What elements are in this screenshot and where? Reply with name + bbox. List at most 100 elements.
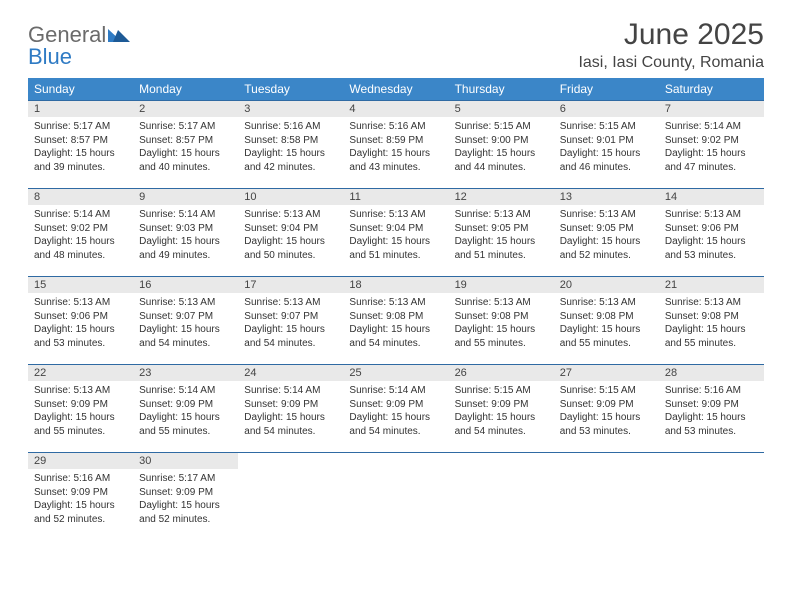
day-details: Sunrise: 5:17 AMSunset: 8:57 PMDaylight:… <box>28 117 133 178</box>
day-number: 27 <box>554 365 659 381</box>
day-details: Sunrise: 5:14 AMSunset: 9:09 PMDaylight:… <box>343 381 448 442</box>
calendar-cell: 14Sunrise: 5:13 AMSunset: 9:06 PMDayligh… <box>659 189 764 277</box>
day-details: Sunrise: 5:13 AMSunset: 9:07 PMDaylight:… <box>133 293 238 354</box>
day-number: 28 <box>659 365 764 381</box>
calendar-cell: 25Sunrise: 5:14 AMSunset: 9:09 PMDayligh… <box>343 365 448 453</box>
day-details: Sunrise: 5:14 AMSunset: 9:09 PMDaylight:… <box>238 381 343 442</box>
day-details: Sunrise: 5:16 AMSunset: 9:09 PMDaylight:… <box>659 381 764 442</box>
weekday-header: Thursday <box>449 78 554 101</box>
weekday-header: Wednesday <box>343 78 448 101</box>
calendar-cell: 27Sunrise: 5:15 AMSunset: 9:09 PMDayligh… <box>554 365 659 453</box>
day-number: 13 <box>554 189 659 205</box>
day-number: 5 <box>449 101 554 117</box>
day-details: Sunrise: 5:15 AMSunset: 9:00 PMDaylight:… <box>449 117 554 178</box>
day-details: Sunrise: 5:13 AMSunset: 9:06 PMDaylight:… <box>659 205 764 266</box>
logo: GeneralBlue <box>28 18 132 68</box>
logo-triangle-icon <box>108 24 132 46</box>
day-details: Sunrise: 5:16 AMSunset: 8:59 PMDaylight:… <box>343 117 448 178</box>
day-number: 7 <box>659 101 764 117</box>
calendar-cell: 4Sunrise: 5:16 AMSunset: 8:59 PMDaylight… <box>343 101 448 189</box>
calendar-cell: 28Sunrise: 5:16 AMSunset: 9:09 PMDayligh… <box>659 365 764 453</box>
calendar-cell: 5Sunrise: 5:15 AMSunset: 9:00 PMDaylight… <box>449 101 554 189</box>
day-number: 24 <box>238 365 343 381</box>
calendar-cell: 1Sunrise: 5:17 AMSunset: 8:57 PMDaylight… <box>28 101 133 189</box>
day-number: 29 <box>28 453 133 469</box>
day-number: 17 <box>238 277 343 293</box>
calendar-cell: 21Sunrise: 5:13 AMSunset: 9:08 PMDayligh… <box>659 277 764 365</box>
location-subtitle: Iasi, Iasi County, Romania <box>578 54 764 72</box>
weekday-header: Sunday <box>28 78 133 101</box>
calendar-cell: 6Sunrise: 5:15 AMSunset: 9:01 PMDaylight… <box>554 101 659 189</box>
day-details: Sunrise: 5:16 AMSunset: 8:58 PMDaylight:… <box>238 117 343 178</box>
day-number: 10 <box>238 189 343 205</box>
day-details: Sunrise: 5:15 AMSunset: 9:09 PMDaylight:… <box>554 381 659 442</box>
day-number: 21 <box>659 277 764 293</box>
calendar-cell: 7Sunrise: 5:14 AMSunset: 9:02 PMDaylight… <box>659 101 764 189</box>
day-details: Sunrise: 5:13 AMSunset: 9:06 PMDaylight:… <box>28 293 133 354</box>
day-number: 11 <box>343 189 448 205</box>
day-details: Sunrise: 5:13 AMSunset: 9:05 PMDaylight:… <box>449 205 554 266</box>
calendar-body: 1Sunrise: 5:17 AMSunset: 8:57 PMDaylight… <box>28 101 764 541</box>
day-details: Sunrise: 5:13 AMSunset: 9:04 PMDaylight:… <box>343 205 448 266</box>
calendar-cell: 2Sunrise: 5:17 AMSunset: 8:57 PMDaylight… <box>133 101 238 189</box>
day-number: 9 <box>133 189 238 205</box>
month-title: June 2025 <box>578 18 764 52</box>
day-details: Sunrise: 5:17 AMSunset: 9:09 PMDaylight:… <box>133 469 238 530</box>
day-number: 23 <box>133 365 238 381</box>
calendar-cell <box>554 453 659 541</box>
calendar-cell: 23Sunrise: 5:14 AMSunset: 9:09 PMDayligh… <box>133 365 238 453</box>
day-number: 16 <box>133 277 238 293</box>
calendar-cell: 11Sunrise: 5:13 AMSunset: 9:04 PMDayligh… <box>343 189 448 277</box>
day-number: 18 <box>343 277 448 293</box>
calendar-cell: 29Sunrise: 5:16 AMSunset: 9:09 PMDayligh… <box>28 453 133 541</box>
calendar-table: SundayMondayTuesdayWednesdayThursdayFrid… <box>28 78 764 541</box>
day-details: Sunrise: 5:14 AMSunset: 9:03 PMDaylight:… <box>133 205 238 266</box>
day-details: Sunrise: 5:13 AMSunset: 9:04 PMDaylight:… <box>238 205 343 266</box>
logo-text-blue: Blue <box>28 44 72 69</box>
calendar-cell: 15Sunrise: 5:13 AMSunset: 9:06 PMDayligh… <box>28 277 133 365</box>
day-number: 2 <box>133 101 238 117</box>
weekday-header: Monday <box>133 78 238 101</box>
calendar-cell <box>449 453 554 541</box>
day-details: Sunrise: 5:17 AMSunset: 8:57 PMDaylight:… <box>133 117 238 178</box>
day-number: 4 <box>343 101 448 117</box>
day-number: 3 <box>238 101 343 117</box>
day-details: Sunrise: 5:15 AMSunset: 9:01 PMDaylight:… <box>554 117 659 178</box>
day-details: Sunrise: 5:13 AMSunset: 9:07 PMDaylight:… <box>238 293 343 354</box>
calendar-cell <box>343 453 448 541</box>
day-details: Sunrise: 5:16 AMSunset: 9:09 PMDaylight:… <box>28 469 133 530</box>
day-number: 6 <box>554 101 659 117</box>
day-number: 20 <box>554 277 659 293</box>
calendar-cell: 8Sunrise: 5:14 AMSunset: 9:02 PMDaylight… <box>28 189 133 277</box>
weekday-header: Saturday <box>659 78 764 101</box>
calendar-cell: 20Sunrise: 5:13 AMSunset: 9:08 PMDayligh… <box>554 277 659 365</box>
day-details: Sunrise: 5:13 AMSunset: 9:08 PMDaylight:… <box>554 293 659 354</box>
day-number: 14 <box>659 189 764 205</box>
weekday-header: Friday <box>554 78 659 101</box>
day-number: 15 <box>28 277 133 293</box>
calendar-cell <box>238 453 343 541</box>
day-number: 12 <box>449 189 554 205</box>
calendar-cell: 24Sunrise: 5:14 AMSunset: 9:09 PMDayligh… <box>238 365 343 453</box>
calendar-cell: 16Sunrise: 5:13 AMSunset: 9:07 PMDayligh… <box>133 277 238 365</box>
day-number: 25 <box>343 365 448 381</box>
calendar-cell: 22Sunrise: 5:13 AMSunset: 9:09 PMDayligh… <box>28 365 133 453</box>
calendar-cell: 30Sunrise: 5:17 AMSunset: 9:09 PMDayligh… <box>133 453 238 541</box>
day-details: Sunrise: 5:13 AMSunset: 9:05 PMDaylight:… <box>554 205 659 266</box>
calendar-cell: 9Sunrise: 5:14 AMSunset: 9:03 PMDaylight… <box>133 189 238 277</box>
day-number: 8 <box>28 189 133 205</box>
day-details: Sunrise: 5:13 AMSunset: 9:08 PMDaylight:… <box>659 293 764 354</box>
calendar-cell: 18Sunrise: 5:13 AMSunset: 9:08 PMDayligh… <box>343 277 448 365</box>
calendar-cell: 10Sunrise: 5:13 AMSunset: 9:04 PMDayligh… <box>238 189 343 277</box>
day-number: 19 <box>449 277 554 293</box>
calendar-header-row: SundayMondayTuesdayWednesdayThursdayFrid… <box>28 78 764 101</box>
calendar-cell: 17Sunrise: 5:13 AMSunset: 9:07 PMDayligh… <box>238 277 343 365</box>
calendar-cell: 12Sunrise: 5:13 AMSunset: 9:05 PMDayligh… <box>449 189 554 277</box>
day-details: Sunrise: 5:13 AMSunset: 9:08 PMDaylight:… <box>343 293 448 354</box>
day-details: Sunrise: 5:14 AMSunset: 9:09 PMDaylight:… <box>133 381 238 442</box>
day-number: 1 <box>28 101 133 117</box>
day-number: 22 <box>28 365 133 381</box>
day-details: Sunrise: 5:15 AMSunset: 9:09 PMDaylight:… <box>449 381 554 442</box>
day-details: Sunrise: 5:14 AMSunset: 9:02 PMDaylight:… <box>659 117 764 178</box>
title-block: June 2025 Iasi, Iasi County, Romania <box>578 18 764 72</box>
